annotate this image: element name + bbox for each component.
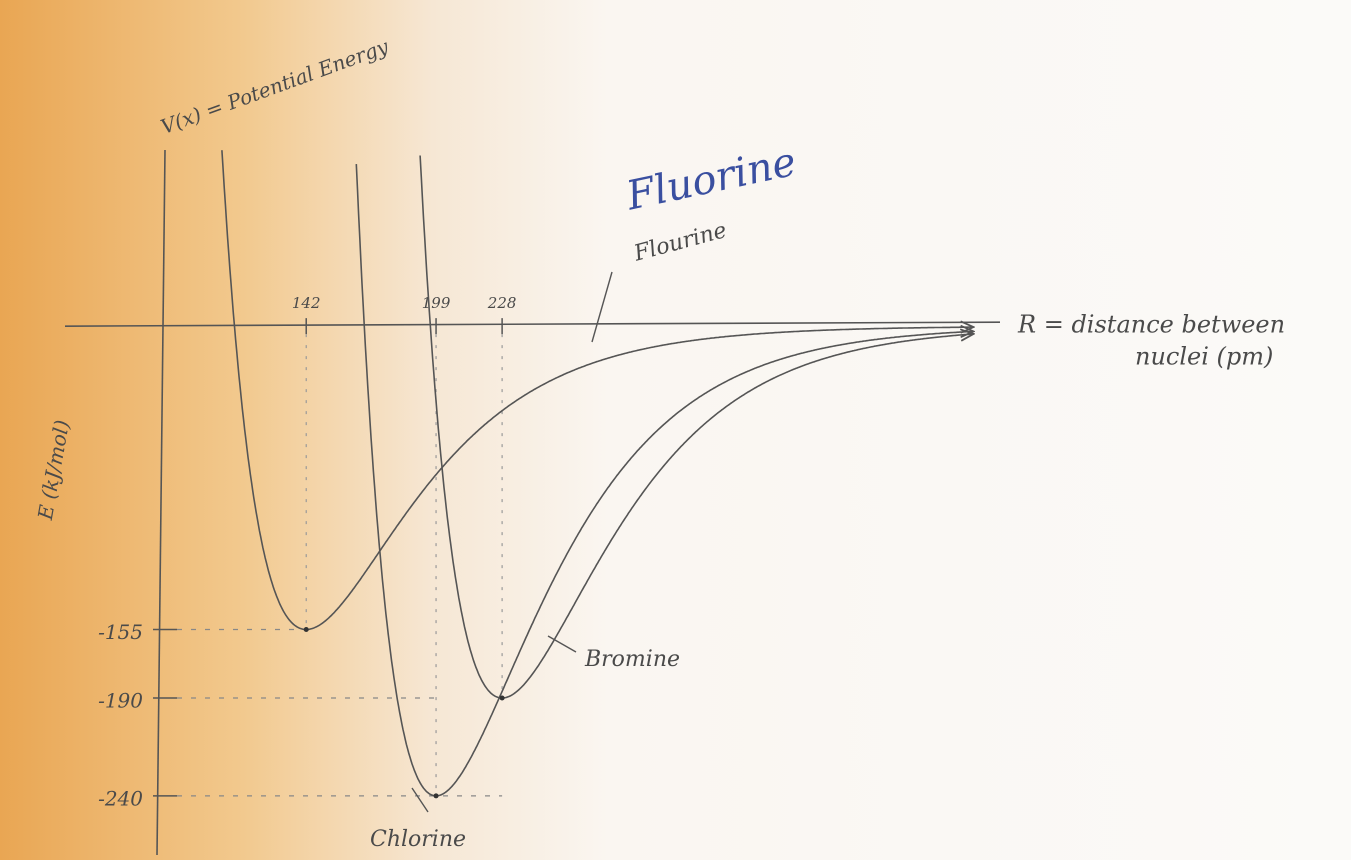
y-axis-label: E (kJ/mol) [33, 418, 74, 522]
series-label: Flourine [631, 218, 730, 267]
x-tick-label: 228 [487, 294, 517, 312]
minimum-point [500, 696, 505, 701]
paper: V(x) = Potential Energy E (kJ/mol) R = d… [0, 0, 1351, 860]
minimum-point [434, 793, 439, 798]
series-label: Bromine [584, 647, 680, 672]
x-axis [65, 322, 1000, 326]
series-label: Chlorine [370, 827, 466, 852]
minimum-point [304, 627, 309, 632]
curve [222, 150, 974, 629]
chart: V(x) = Potential Energy E (kJ/mol) R = d… [0, 0, 1351, 860]
x-axis-label: R = distance between [1017, 311, 1285, 339]
annotation: Fluorine [622, 139, 801, 220]
y-tick-label: -190 [98, 689, 143, 713]
x-tick-label: 199 [422, 294, 451, 312]
x-tick-label: 142 [292, 294, 321, 312]
y-tick-label: -240 [98, 786, 143, 810]
y-axis [157, 150, 165, 855]
x-axis-label: nuclei (pm) [1135, 343, 1273, 371]
label-leader [592, 272, 612, 342]
y-title: V(x) = Potential Energy [157, 34, 392, 139]
y-tick-label: -155 [98, 620, 143, 644]
